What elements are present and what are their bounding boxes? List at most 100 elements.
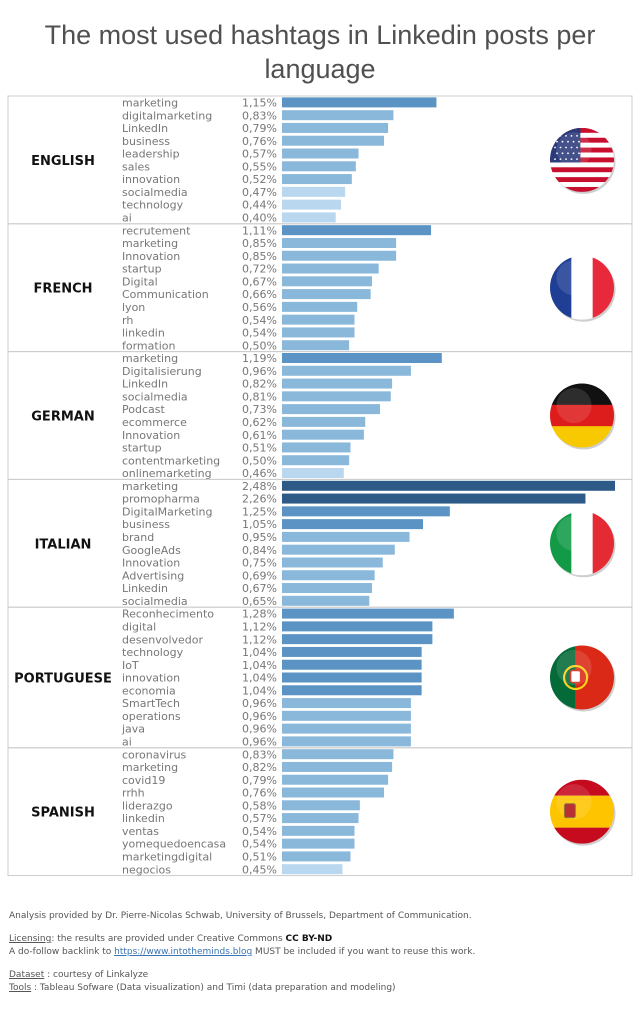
hashtag-label: socialmedia: [122, 390, 188, 403]
value-label: 1,11%: [242, 224, 277, 237]
flag-band: [592, 255, 614, 320]
value-label: 0,76%: [242, 135, 277, 148]
value-label: 0,52%: [242, 173, 277, 186]
bar: [282, 736, 411, 747]
france-flag-icon: [556, 260, 592, 296]
value-label: 0,54%: [242, 825, 277, 838]
hashtag-label: Innovation: [122, 557, 180, 570]
bar: [282, 122, 389, 133]
bar: [282, 314, 355, 325]
flag-stripe: [550, 182, 614, 188]
hashtag-label: sales: [122, 160, 150, 173]
bar: [282, 851, 351, 862]
value-label: 0,51%: [242, 442, 277, 455]
flag-star: [570, 158, 573, 161]
flag-stripe: [550, 137, 614, 143]
hashtag-label: IoT: [122, 659, 139, 672]
bar: [282, 455, 350, 466]
value-label: 0,96%: [242, 723, 277, 736]
value-label: 0,40%: [242, 212, 277, 225]
hashtag-label: operations: [122, 710, 181, 723]
value-label: 1,12%: [242, 633, 277, 646]
bar: [282, 595, 370, 606]
chart-title: The most used hashtags in Linkedin posts…: [44, 20, 596, 84]
hashtag-label: Reconhecimento: [122, 608, 214, 621]
flag-star: [578, 140, 580, 143]
language-label: ITALIAN: [35, 537, 92, 552]
value-label: 0,81%: [242, 390, 277, 403]
bar: [282, 493, 586, 504]
spain-flag-icon: [556, 784, 592, 820]
bar: [282, 825, 355, 836]
hashtag-label: business: [122, 518, 170, 531]
bar: [282, 774, 389, 785]
section-border-spanish: [7, 747, 633, 877]
value-label: 1,04%: [242, 659, 277, 672]
language-label: PORTUGUESE: [14, 671, 112, 686]
tools-label: Tools: [9, 983, 32, 993]
bar: [282, 378, 393, 389]
bar: [282, 800, 360, 811]
flag-stripe: [550, 162, 614, 168]
licensing-label: Licensing: [9, 934, 52, 944]
bar: [282, 519, 423, 530]
value-label: 0,55%: [242, 160, 277, 173]
flag-stripe: [550, 147, 614, 153]
flag-star: [554, 135, 556, 137]
bar: [282, 237, 397, 248]
flag-stripe: [550, 142, 614, 148]
bar: [282, 864, 343, 875]
value-label: 1,19%: [242, 352, 277, 365]
flag-coat-of-arms: [563, 803, 576, 819]
value-label: 0,56%: [242, 301, 277, 314]
hashtag-label: desenvolvedor: [122, 633, 204, 646]
value-label: 0,61%: [242, 429, 277, 442]
bar: [282, 416, 366, 427]
license-name: CC BY-ND: [285, 934, 333, 944]
bar: [282, 135, 385, 146]
hashtag-label: business: [122, 135, 170, 148]
hashtag-label: startup: [122, 442, 162, 455]
hashtag-label: formation: [122, 339, 175, 352]
hashtag-label: Digitalisierung: [122, 365, 202, 378]
value-label: 0,44%: [242, 199, 277, 212]
bar: [282, 608, 454, 619]
flag-star: [556, 152, 558, 155]
portugal-flag-icon: [556, 649, 592, 686]
flag-stripe: [550, 167, 614, 173]
value-label: 0,51%: [242, 851, 277, 864]
flag-band: [550, 255, 572, 320]
value-label: 0,69%: [242, 569, 277, 582]
backlink-pre: A do-follow backlink to: [9, 947, 115, 957]
value-label: 2,48%: [242, 480, 277, 493]
dataset-text: : courtesy of Linkalyze: [44, 970, 149, 980]
flag-stripe: [550, 172, 614, 178]
hashtag-label: socialmedia: [122, 186, 188, 199]
hashtag-label: SmartTech: [122, 697, 180, 710]
hashtag-label: marketing: [122, 761, 178, 774]
value-label: 0,54%: [242, 314, 277, 327]
flag-star: [578, 152, 580, 155]
bar: [282, 404, 381, 415]
value-label: 1,04%: [242, 646, 277, 659]
value-label: 0,75%: [242, 557, 277, 570]
value-label: 0,84%: [242, 544, 277, 557]
flag-star: [561, 152, 564, 155]
language-label: FRENCH: [33, 282, 92, 297]
bar: [282, 723, 411, 734]
bar: [282, 365, 411, 376]
value-label: 0,96%: [242, 365, 277, 378]
bar: [282, 506, 450, 517]
backlink-post: MUST be included if you want to reuse th…: [252, 947, 476, 957]
bar: [282, 557, 383, 568]
bar: [282, 761, 393, 772]
backlink-link[interactable]: https://www.intotheminds.blog: [114, 947, 253, 957]
flag-star: [572, 152, 575, 155]
value-label: 0,96%: [242, 736, 277, 749]
hashtag-label: Advertising: [122, 569, 184, 582]
hashtag-label: digitalmarketing: [122, 109, 212, 122]
hashtag-label: technology: [122, 199, 184, 212]
value-label: 0,83%: [242, 748, 277, 761]
flag-band: [550, 383, 614, 406]
